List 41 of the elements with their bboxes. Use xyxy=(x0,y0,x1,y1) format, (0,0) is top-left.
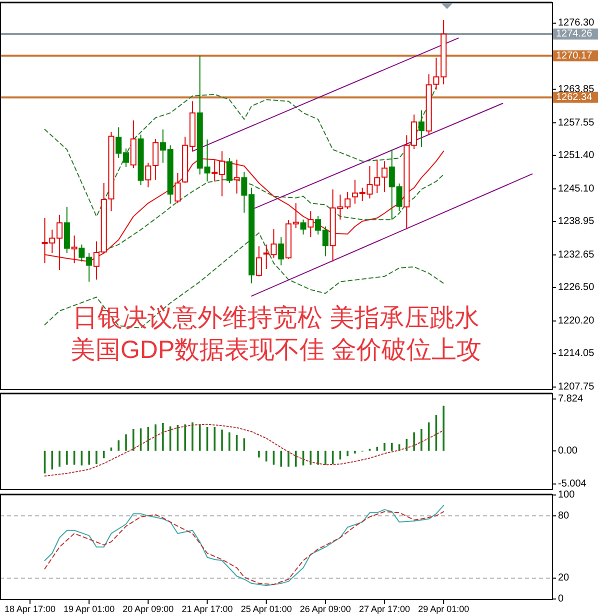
candlestick xyxy=(308,210,314,238)
y-tick-label: -5.004 xyxy=(558,478,587,490)
y-tick-label: 0.00 xyxy=(558,445,578,456)
y-tick-label: 1226.50 xyxy=(558,282,595,294)
x-tick-label: 26 Apr 09:00 xyxy=(300,604,351,614)
ref-line-label: 1274.26 xyxy=(556,28,593,40)
ref-line-label: 1262.34 xyxy=(556,92,593,103)
y-tick-label: 0 xyxy=(558,594,564,604)
candlestick xyxy=(226,158,232,184)
x-tick-label: 18 Apr 17:00 xyxy=(4,604,56,614)
line-series xyxy=(44,86,437,217)
x-tick-label: 29 Apr 01:00 xyxy=(418,604,470,614)
line-series xyxy=(44,424,444,477)
candlestick xyxy=(174,172,181,204)
y-tick-label: 1257.55 xyxy=(558,117,595,128)
y-tick-label: 1214.05 xyxy=(558,348,595,360)
y-tick-label: 80 xyxy=(558,510,570,522)
y-tick-label: 1238.95 xyxy=(558,216,595,227)
x-tick-label: 27 Apr 17:00 xyxy=(358,604,410,614)
y-tick-label: 1232.65 xyxy=(558,249,595,260)
candlestick xyxy=(278,236,284,266)
annotation: 美国GDP数据表现不佳 金价破位上攻 xyxy=(70,336,482,364)
y-tick-label: 1276.30 xyxy=(558,18,595,29)
candlestick xyxy=(418,110,424,148)
candlestick xyxy=(234,159,240,194)
y-tick-label: 1207.75 xyxy=(558,382,595,393)
x-tick-label: 21 Apr 17:00 xyxy=(182,604,233,614)
y-tick-label: 100 xyxy=(558,490,576,500)
x-tick-label: 19 Apr 01:00 xyxy=(64,604,115,614)
y-tick-label: 7.824 xyxy=(558,394,584,404)
y-tick-label: 1220.20 xyxy=(558,316,595,326)
y-tick-label: 1251.40 xyxy=(558,150,595,161)
candlestick xyxy=(71,235,78,264)
candlestick xyxy=(256,246,262,277)
x-tick-label: 25 Apr 01:00 xyxy=(240,604,292,614)
y-tick-label: 1245.10 xyxy=(558,183,595,194)
ref-line-label: 1270.17 xyxy=(556,50,593,62)
x-tick-label: 20 Apr 09:00 xyxy=(122,604,174,614)
annotation: 日银决议意外维持宽松 美指承压跳水 xyxy=(72,304,480,332)
candlestick xyxy=(300,219,306,235)
y-tick-label: 20 xyxy=(558,572,570,584)
